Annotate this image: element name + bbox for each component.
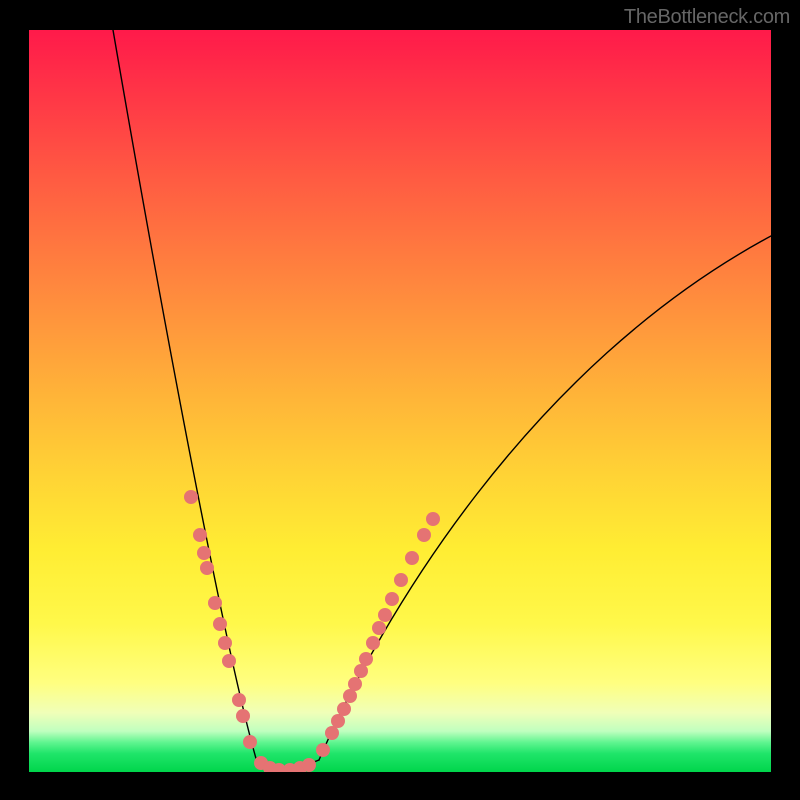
watermark-text: TheBottleneck.com xyxy=(624,6,790,29)
curve-overlay xyxy=(29,30,771,772)
chart-container: TheBottleneck.com xyxy=(0,0,800,800)
